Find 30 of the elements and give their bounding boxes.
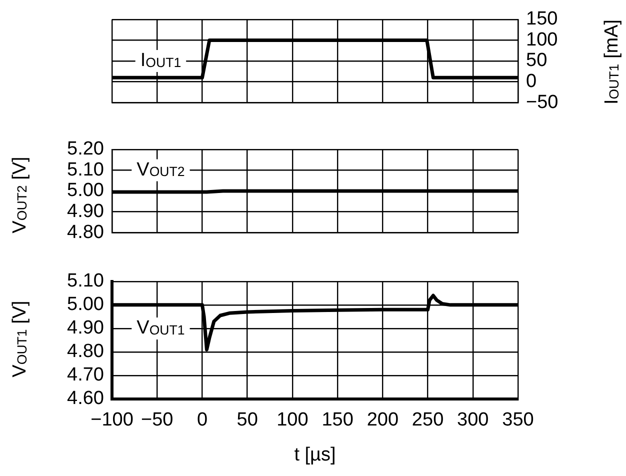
y-tick-label: 4.90 <box>67 318 104 339</box>
y2-tick-label: 50 <box>526 50 548 72</box>
x-tick-label: −50 <box>140 410 174 431</box>
y2-tick-label: 0 <box>526 71 537 92</box>
y-tick-label: 4.90 <box>67 201 104 222</box>
x-tick-label: 300 <box>457 410 489 431</box>
x-axis-title: t [µs] <box>294 444 336 466</box>
y2-tick-label: −50 <box>526 92 558 113</box>
y-tick-label: 4.80 <box>67 222 104 243</box>
y-tick-label: 5.10 <box>67 270 104 292</box>
series-label: VOUT2 <box>136 159 185 180</box>
y-tick-label: 5.20 <box>67 138 104 160</box>
x-tick-label: 0 <box>196 410 208 431</box>
y-tick-label: 4.60 <box>67 388 104 410</box>
y-tick-label: 4.80 <box>67 341 104 362</box>
y-tick-label: 4.70 <box>67 364 104 386</box>
x-tick-label: 50 <box>236 410 258 431</box>
y2-tick-label: 100 <box>526 29 558 50</box>
x-tick-label: 200 <box>366 410 399 431</box>
x-tick-label: 350 <box>502 410 534 431</box>
x-tick-label: 100 <box>276 410 308 431</box>
y-tick-label: 5.10 <box>67 159 104 180</box>
x-tick-label: 250 <box>412 410 444 431</box>
y-tick-label: 5.00 <box>67 180 104 202</box>
x-tick-label: −100 <box>90 410 134 431</box>
series-label: VOUT1 <box>136 318 185 339</box>
series-label: IOUT1 <box>140 50 182 72</box>
x-tick-label: 150 <box>322 410 354 431</box>
y2-tick-label: 150 <box>526 8 558 30</box>
y-tick-label: 5.00 <box>67 294 104 316</box>
